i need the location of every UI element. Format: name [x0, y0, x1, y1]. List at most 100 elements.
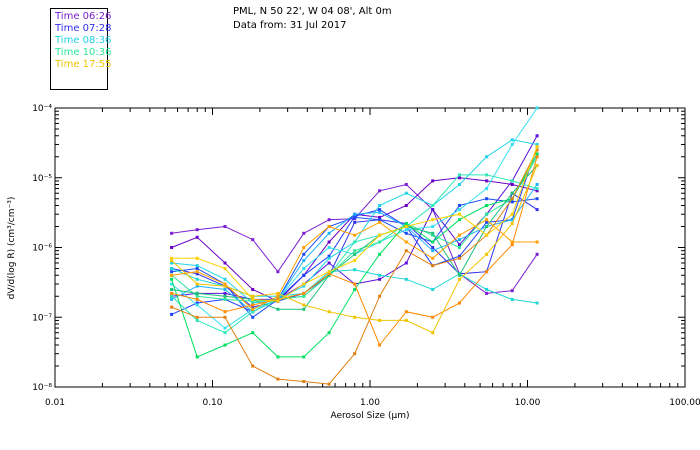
- data-point: [170, 297, 174, 301]
- data-point: [327, 310, 331, 314]
- data-point: [251, 307, 255, 311]
- data-point: [510, 218, 514, 222]
- data-point: [327, 256, 331, 260]
- data-point: [223, 326, 227, 330]
- data-point: [251, 310, 255, 314]
- data-point: [251, 238, 255, 242]
- data-point: [223, 291, 227, 295]
- data-point: [510, 179, 514, 183]
- data-point: [378, 252, 382, 256]
- data-point: [353, 259, 357, 262]
- data-point: [485, 212, 489, 216]
- data-point: [170, 256, 174, 260]
- data-point: [404, 222, 408, 226]
- data-point: [485, 233, 489, 237]
- data-point: [378, 215, 382, 219]
- data-point: [535, 145, 539, 149]
- data-point: [223, 297, 227, 301]
- data-point: [510, 191, 514, 195]
- data-point: [170, 259, 174, 262]
- data-point: [458, 243, 461, 247]
- data-point: [327, 254, 331, 258]
- data-point: [353, 268, 357, 272]
- data-point: [170, 277, 174, 281]
- data-point: [276, 299, 280, 303]
- data-series: [170, 148, 539, 386]
- data-point: [458, 218, 461, 222]
- data-point: [535, 301, 539, 305]
- data-point: [276, 307, 280, 311]
- data-point: [195, 270, 199, 274]
- data-point: [327, 231, 331, 235]
- data-series: [170, 164, 539, 335]
- data-point: [485, 187, 489, 191]
- chart-header: PML, N 50 22', W 04 08', Alt 0m Data fro…: [233, 5, 392, 33]
- data-point: [251, 303, 255, 307]
- data-point: [535, 208, 539, 212]
- data-point: [251, 299, 255, 303]
- data-point: [431, 233, 435, 237]
- data-point: [170, 231, 174, 235]
- data-point: [510, 240, 514, 244]
- data-point: [510, 138, 514, 142]
- data-point: [535, 197, 539, 201]
- data-point: [170, 261, 174, 265]
- data-point: [431, 218, 435, 222]
- data-point: [223, 282, 227, 286]
- data-point: [251, 301, 255, 305]
- y-tick-label: 10⁻⁷: [32, 313, 52, 323]
- data-point: [431, 315, 435, 319]
- data-point: [404, 204, 408, 207]
- data-point: [431, 240, 435, 244]
- data-point: [485, 252, 489, 256]
- data-point: [327, 331, 331, 335]
- data-point: [302, 231, 306, 235]
- data-point: [170, 312, 174, 316]
- data-series: [170, 145, 539, 303]
- data-point: [378, 240, 382, 244]
- data-point: [485, 179, 489, 183]
- data-point: [170, 273, 174, 277]
- data-point: [458, 254, 461, 258]
- data-point: [251, 331, 255, 335]
- data-point: [302, 355, 306, 359]
- x-tick-label: 0.10: [202, 398, 222, 408]
- data-point: [378, 220, 382, 224]
- data-point: [195, 228, 199, 232]
- data-point: [353, 240, 357, 244]
- data-point: [195, 291, 199, 295]
- data-point: [302, 291, 306, 295]
- data-point: [535, 106, 539, 110]
- data-point: [170, 294, 174, 298]
- data-point: [458, 256, 461, 260]
- data-point: [302, 259, 306, 262]
- data-point: [195, 267, 199, 270]
- data-point: [378, 204, 382, 207]
- data-point: [535, 134, 539, 138]
- data-point: [170, 246, 174, 249]
- data-point: [404, 183, 408, 186]
- data-point: [170, 270, 174, 274]
- data-point: [195, 297, 199, 301]
- data-point: [223, 267, 227, 270]
- data-point: [485, 220, 489, 224]
- plot-frame: [54, 107, 686, 388]
- y-tick-label: 10⁻⁵: [32, 174, 52, 184]
- legend-entry: Time 06:26: [55, 11, 112, 22]
- data-point: [458, 212, 461, 216]
- data-point: [458, 273, 461, 277]
- data-point: [327, 218, 331, 222]
- data-point: [327, 225, 331, 228]
- data-point: [302, 273, 306, 277]
- data-point: [378, 189, 382, 193]
- data-point: [276, 297, 280, 301]
- data-point: [353, 252, 357, 256]
- data-point: [485, 225, 489, 228]
- data-point: [431, 225, 435, 228]
- data-point: [251, 305, 255, 309]
- data-point: [485, 173, 489, 177]
- data-point: [431, 249, 435, 253]
- data-point: [170, 291, 174, 295]
- y-tick-label: 10⁻⁸: [32, 383, 52, 393]
- data-point: [251, 288, 255, 291]
